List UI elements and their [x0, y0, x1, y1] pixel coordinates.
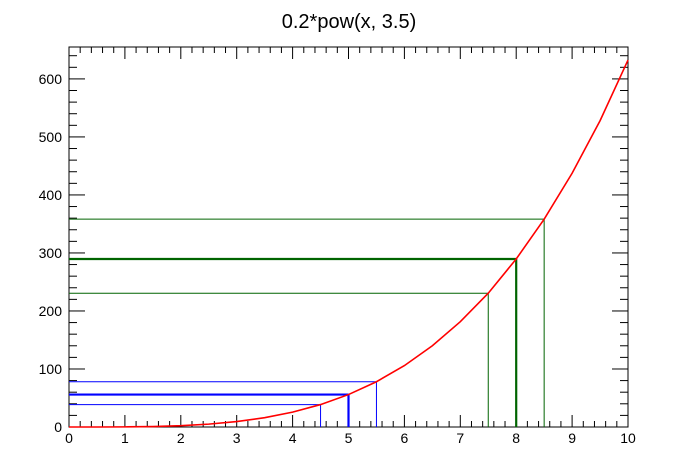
- y-tick-label: 100: [39, 361, 63, 377]
- x-tick-label: 4: [289, 430, 297, 446]
- y-tick-label: 300: [39, 245, 63, 261]
- x-tick-label: 1: [121, 430, 129, 446]
- x-tick-label: 5: [345, 430, 353, 446]
- x-tick-label: 2: [177, 430, 185, 446]
- y-tick-label: 400: [39, 187, 63, 203]
- x-tick-label: 7: [456, 430, 464, 446]
- y-tick-label: 600: [39, 71, 63, 87]
- x-tick-label: 10: [620, 430, 636, 446]
- x-tick-label: 9: [568, 430, 576, 446]
- y-tick-label: 500: [39, 129, 63, 145]
- y-tick-label: 0: [54, 419, 62, 435]
- x-tick-label: 8: [512, 430, 520, 446]
- y-tick-label: 200: [39, 303, 63, 319]
- function-curve: [68, 59, 629, 428]
- x-tick-label: 0: [65, 430, 73, 446]
- x-tick-label: 3: [233, 430, 241, 446]
- x-tick-label: 6: [401, 430, 409, 446]
- chart-title: 0.2*pow(x, 3.5): [282, 11, 417, 33]
